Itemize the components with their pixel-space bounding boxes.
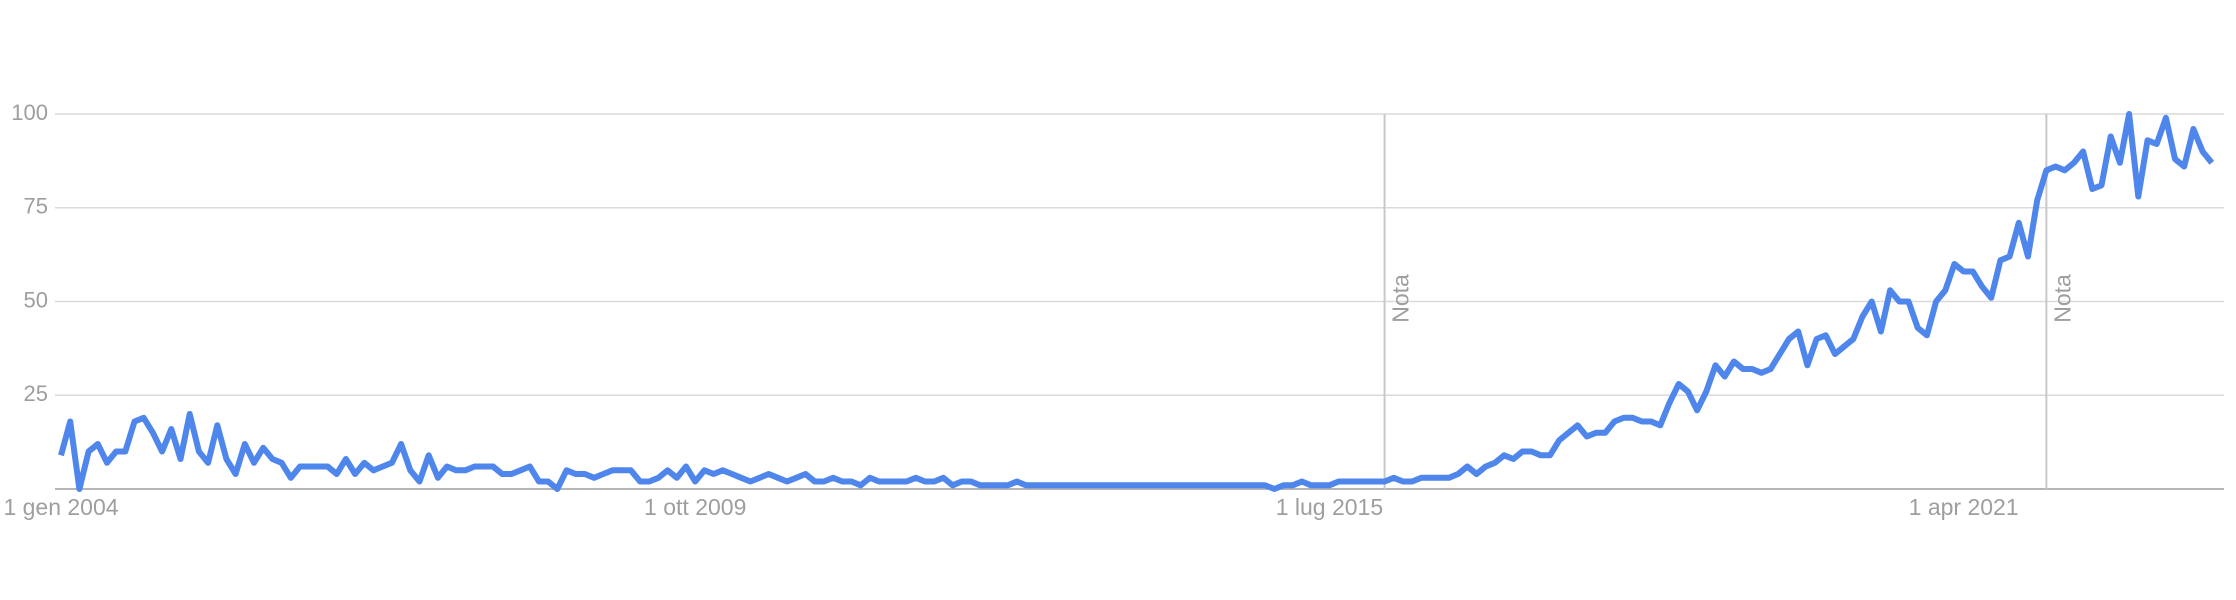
x-tick-label: 1 gen 2004 — [3, 494, 118, 520]
annotation-label: Nota — [1388, 274, 1414, 323]
y-tick-label: 50 — [24, 287, 48, 312]
x-tick-label: 1 apr 2021 — [1909, 494, 2019, 520]
x-tick-label: 1 lug 2015 — [1276, 494, 1383, 520]
y-tick-label: 75 — [24, 194, 48, 219]
trend-line — [58, 111, 2215, 492]
x-tick-label: 1 ott 2009 — [644, 494, 746, 520]
annotation-label: Nota — [2049, 274, 2075, 323]
y-tick-label: 100 — [11, 100, 48, 125]
y-tick-label: 25 — [24, 381, 48, 406]
